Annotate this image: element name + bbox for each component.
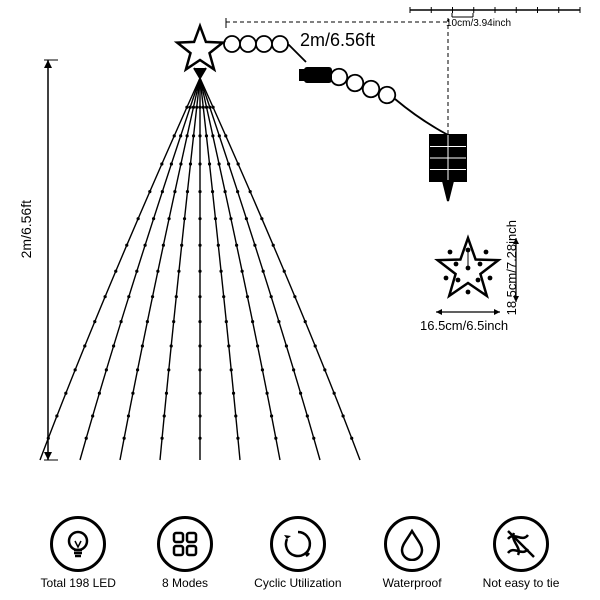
spacing-label: 10cm/3.94inch	[446, 18, 511, 29]
cable-dim-label: 2m/6.56ft	[300, 30, 375, 51]
feature-modes: 8 Modes	[157, 516, 213, 590]
feature-cyclic: Cyclic Utilization	[254, 516, 341, 590]
droplet-icon	[384, 516, 440, 572]
height-dim-label: 2m/6.56ft	[18, 200, 34, 258]
grid-icon	[157, 516, 213, 572]
cycle-icon	[270, 516, 326, 572]
star-height-label: 18.5cm/7.28inch	[504, 220, 519, 315]
star-width-label: 16.5cm/6.5inch	[420, 318, 508, 333]
feature-waterproof-label: Waterproof	[383, 576, 442, 590]
feature-waterproof: Waterproof	[383, 516, 442, 590]
feature-modes-label: 8 Modes	[162, 576, 208, 590]
feature-row: Total 198 LED 8 Modes Cyclic Utilization	[0, 516, 600, 590]
no-knot-icon	[493, 516, 549, 572]
feature-notie: Not easy to tie	[483, 516, 560, 590]
bulb-icon	[50, 516, 106, 572]
feature-notie-label: Not easy to tie	[483, 576, 560, 590]
feature-led-label: Total 198 LED	[41, 576, 116, 590]
feature-led: Total 198 LED	[41, 516, 116, 590]
feature-cyclic-label: Cyclic Utilization	[254, 576, 341, 590]
